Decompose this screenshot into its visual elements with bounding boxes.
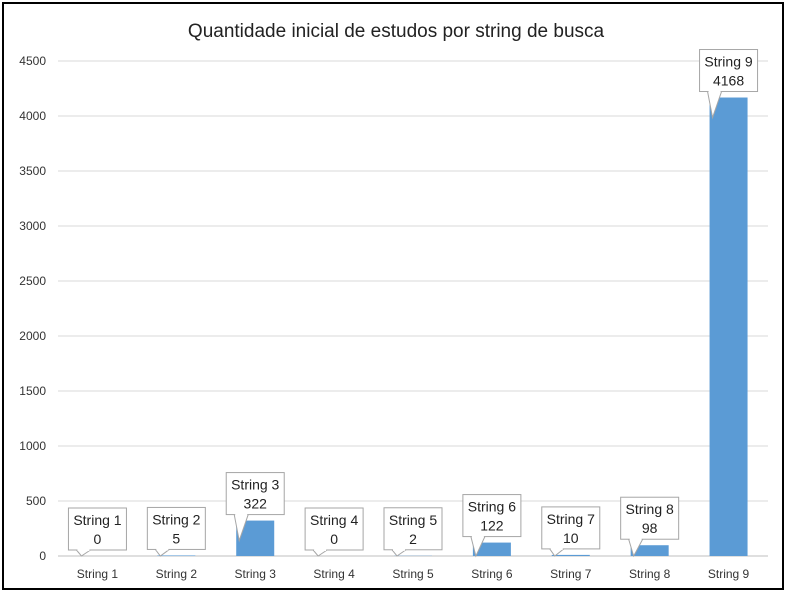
x-tick-label: String 2 xyxy=(156,567,198,581)
callout-series-name: String 8 xyxy=(626,501,674,517)
callout-series-name: String 5 xyxy=(389,512,437,528)
x-tick-label: String 4 xyxy=(313,567,355,581)
callout-joint xyxy=(471,535,484,538)
callout-series-name: String 3 xyxy=(231,477,279,493)
callout-value: 98 xyxy=(642,520,658,536)
data-callout: String 8 98 xyxy=(620,496,680,558)
callout-series-name: String 4 xyxy=(310,512,358,528)
callout-value: 0 xyxy=(330,531,338,547)
x-tick-label: String 3 xyxy=(235,567,277,581)
bar-chart: Quantidade inicial de estudos por string… xyxy=(19,21,768,581)
data-callout: String 7 10 xyxy=(541,506,601,557)
callout-box xyxy=(620,496,680,540)
bar xyxy=(551,554,590,556)
x-tick-label: String 6 xyxy=(471,567,513,581)
y-tick-label: 1000 xyxy=(19,439,46,453)
callout-box xyxy=(146,506,206,550)
callout-joint xyxy=(550,547,563,550)
callout-box xyxy=(462,494,522,538)
bar xyxy=(630,545,669,556)
y-tick-label: 2000 xyxy=(19,329,46,343)
callout-value: 2 xyxy=(409,531,417,547)
y-tick-label: 1500 xyxy=(19,384,46,398)
callout-joint xyxy=(156,548,169,551)
callout-box xyxy=(699,49,759,93)
bars xyxy=(157,97,748,557)
x-axis-ticks: String 1 String 2 String 3 String 4 String 5… xyxy=(77,567,750,581)
callout-series-name: String 6 xyxy=(468,499,516,515)
bar xyxy=(472,542,511,556)
callout-joint xyxy=(314,549,327,551)
callout-joint xyxy=(629,538,642,541)
data-callout: String 4 0 xyxy=(304,507,364,557)
y-tick-label: 3500 xyxy=(19,164,46,178)
callout-joint xyxy=(235,513,248,516)
data-callout: String 2 5 xyxy=(146,506,206,557)
callout-joint xyxy=(393,548,405,551)
callout-box xyxy=(225,472,285,516)
gridlines xyxy=(58,60,768,557)
bar xyxy=(709,97,748,557)
callout-value: 5 xyxy=(172,530,180,546)
callout-value: 0 xyxy=(94,531,102,547)
callout-series-name: String 7 xyxy=(547,511,595,527)
data-callout: String 3 322 xyxy=(225,472,285,543)
x-tick-label: String 1 xyxy=(77,567,119,581)
x-tick-label: String 8 xyxy=(629,567,671,581)
x-tick-label: String 5 xyxy=(392,567,434,581)
callout-value: 122 xyxy=(480,518,504,534)
callout-value: 322 xyxy=(244,496,268,512)
callout-series-name: String 9 xyxy=(704,54,752,70)
y-axis-ticks: 0 500 1000 1500 2000 2500 3000 3500 4000 4500 xyxy=(19,54,46,563)
bar xyxy=(157,555,196,556)
y-tick-label: 2500 xyxy=(19,274,46,288)
callout-value: 4168 xyxy=(713,73,744,89)
x-tick-label: String 7 xyxy=(550,567,592,581)
callout-series-name: String 2 xyxy=(152,511,200,527)
y-tick-label: 4000 xyxy=(19,109,46,123)
callout-box xyxy=(304,507,364,551)
callout-joint xyxy=(708,90,721,93)
callout-value: 10 xyxy=(563,530,579,546)
callout-joint xyxy=(77,549,90,551)
callout-box xyxy=(541,506,601,550)
data-callout: String 5 2 xyxy=(383,507,443,557)
y-tick-label: 0 xyxy=(39,549,46,563)
y-tick-label: 500 xyxy=(26,494,46,508)
y-tick-label: 3000 xyxy=(19,219,46,233)
chart-title: Quantidade inicial de estudos por string… xyxy=(188,21,605,42)
callout-box xyxy=(383,507,443,551)
x-tick-label: String 9 xyxy=(708,567,750,581)
callout-series-name: String 1 xyxy=(73,512,121,528)
data-callout: String 1 0 xyxy=(67,507,127,557)
callout-box xyxy=(67,507,127,551)
data-callout: String 9 4168 xyxy=(699,49,759,120)
data-callout: String 6 122 xyxy=(462,494,522,558)
y-tick-label: 4500 xyxy=(19,54,46,68)
